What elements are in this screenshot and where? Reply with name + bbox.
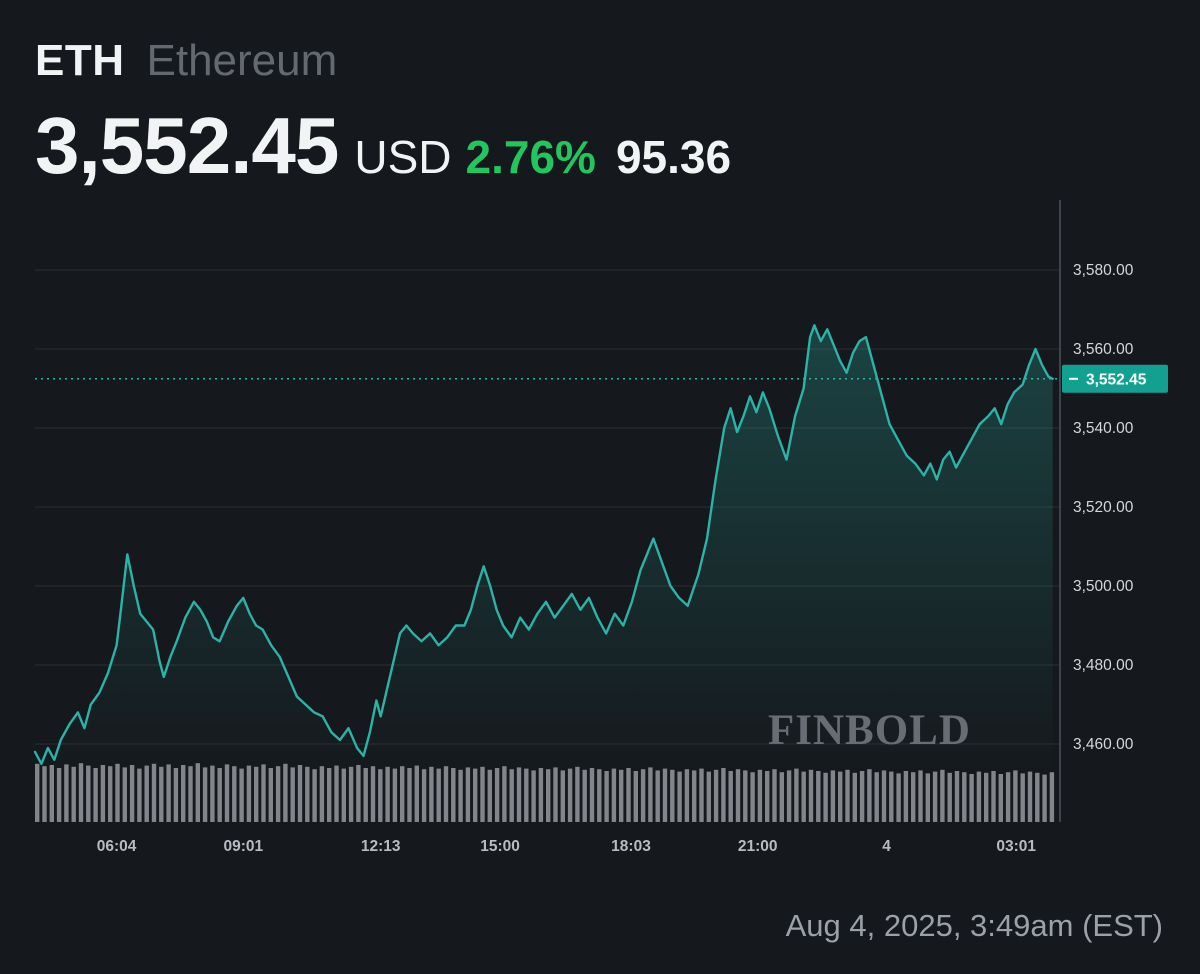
svg-text:3,460.00: 3,460.00: [1073, 736, 1134, 753]
svg-text:3,580.00: 3,580.00: [1073, 262, 1134, 279]
svg-text:21:00: 21:00: [738, 838, 778, 855]
asset-symbol: ETH: [35, 36, 125, 85]
svg-text:3,540.00: 3,540.00: [1073, 420, 1134, 437]
svg-text:12:13: 12:13: [361, 838, 401, 855]
volume-bars: [35, 763, 1055, 822]
svg-text:06:04: 06:04: [97, 838, 137, 855]
x-axis-labels: 06:04 09:01 12:13 15:00 18:03 21:00 4 03:01: [97, 838, 1037, 855]
finbold-watermark: FINBOLD: [768, 707, 971, 754]
svg-text:3,480.00: 3,480.00: [1073, 657, 1134, 674]
asset-title-row: ETH Ethereum: [35, 36, 731, 86]
svg-text:4: 4: [882, 838, 891, 855]
current-price: 3,552.45: [35, 101, 339, 190]
y-axis-labels: 3,580.00 3,560.00 3,540.00 3,520.00 3,500.00…: [1073, 262, 1134, 753]
change-percent: 2.76%: [465, 131, 596, 183]
price-line: [33, 324, 1054, 765]
change-absolute: 95.36: [615, 131, 732, 183]
header: ETH Ethereum 3,552.45 USD 2.76% 95.36: [35, 36, 731, 192]
svg-text:3,520.00: 3,520.00: [1073, 499, 1134, 516]
price-row: 3,552.45 USD 2.76% 95.36: [35, 100, 731, 192]
svg-text:3,500.00: 3,500.00: [1073, 578, 1134, 595]
price-area: [35, 325, 1053, 822]
currency-label: USD: [354, 131, 452, 183]
asset-name: Ethereum: [146, 36, 338, 85]
svg-text:3,560.00: 3,560.00: [1073, 341, 1134, 358]
svg-text:18:03: 18:03: [611, 838, 651, 855]
svg-text:03:01: 03:01: [996, 838, 1036, 855]
svg-text:15:00: 15:00: [480, 838, 520, 855]
svg-text:09:01: 09:01: [223, 838, 263, 855]
timestamp: Aug 4, 2025, 3:49am (EST): [785, 908, 1163, 943]
current-price-badge: 3,552.45: [1062, 364, 1168, 393]
svg-text:3,552.45: 3,552.45: [1086, 371, 1147, 388]
